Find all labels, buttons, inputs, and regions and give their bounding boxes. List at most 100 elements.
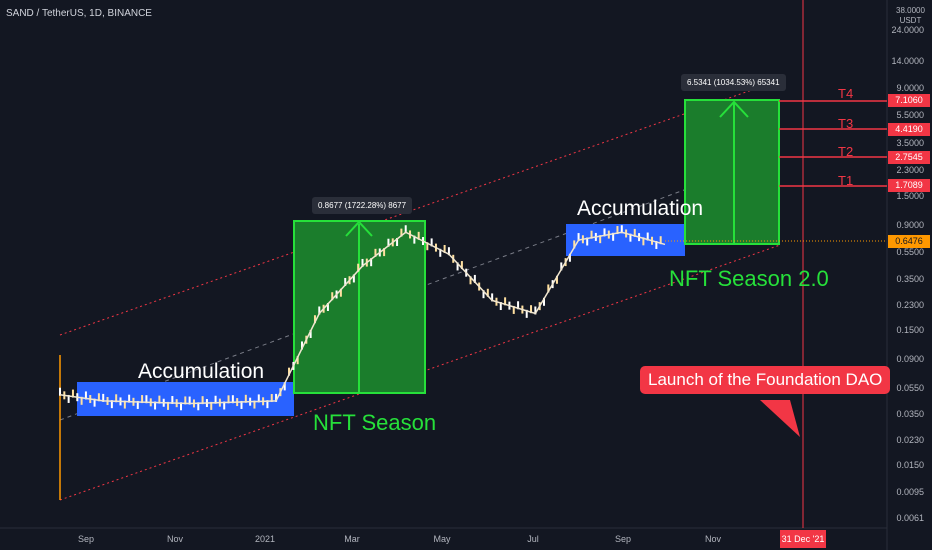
candle — [417, 231, 420, 240]
candle — [430, 238, 433, 247]
candle — [227, 395, 230, 404]
candle — [93, 398, 96, 407]
axis-currency: USDT — [899, 16, 922, 25]
candle — [491, 293, 494, 302]
target-label-t3: T3 — [838, 116, 853, 131]
price-tick-label: 0.9000 — [896, 220, 924, 230]
candle — [555, 275, 558, 284]
candle — [188, 396, 191, 405]
candle — [439, 248, 442, 257]
candle — [456, 262, 459, 271]
candle — [400, 228, 403, 237]
price-tick-label: 0.3500 — [896, 274, 924, 284]
measure-tag-1: 0.8677 (1722.28%) 8677 — [312, 197, 413, 214]
time-tick-label: 2021 — [255, 534, 275, 544]
candle — [396, 237, 399, 246]
candle — [318, 306, 321, 315]
price-tick-label: 2.3000 — [896, 165, 924, 175]
time-tick-label: Nov — [167, 534, 184, 544]
candle — [413, 235, 416, 244]
time-tick-label: Sep — [78, 534, 94, 544]
candle — [357, 263, 360, 272]
price-tick-label: 0.0550 — [896, 383, 924, 393]
candle — [301, 341, 303, 350]
candle — [102, 393, 105, 402]
candle — [620, 225, 623, 234]
candle — [547, 284, 550, 293]
time-axis-ticks: Sep Nov 2021 Mar May Jul Sep Nov — [78, 534, 722, 544]
price-tick-label: 9.0000 — [896, 83, 924, 93]
price-axis-ticks: 24.0000 14.0000 9.0000 5.5000 3.5000 2.3000 1.… — [891, 25, 924, 523]
candle — [115, 394, 118, 403]
candle — [352, 274, 355, 283]
price-tick-label: 0.0350 — [896, 409, 924, 419]
candle — [331, 292, 334, 301]
candle — [253, 400, 256, 409]
price-tick-label: 0.0095 — [896, 487, 924, 497]
candle — [283, 382, 286, 391]
candle — [629, 233, 632, 242]
price-tick-label: 0.0900 — [896, 354, 924, 364]
target-label-t2: T2 — [838, 144, 853, 159]
candle — [326, 302, 329, 311]
candle — [141, 395, 144, 404]
candle — [197, 402, 200, 411]
nft-season-2-arrowhead — [719, 100, 749, 118]
dao-callout: Launch of the Foundation DAO — [640, 366, 891, 394]
nft-season-arrowhead — [345, 220, 373, 237]
price-tick-label: 1.5000 — [896, 191, 924, 201]
accumulation-label-2: Accumulation — [577, 197, 703, 220]
candle — [275, 393, 278, 402]
target-label-t4: T4 — [838, 86, 853, 101]
candle — [504, 297, 507, 306]
candle — [240, 400, 243, 409]
dao-date-flag: 31 Dec '21 — [780, 530, 826, 548]
candle — [257, 394, 260, 403]
candle — [612, 232, 615, 241]
price-tick-label: 0.0150 — [896, 460, 924, 470]
candle — [97, 393, 100, 402]
candle — [642, 237, 645, 246]
candle — [84, 391, 87, 400]
price-line — [59, 231, 666, 405]
candle — [223, 401, 226, 410]
candle — [603, 228, 606, 237]
accumulation-label-1: Accumulation — [138, 360, 264, 383]
price-axis-divider — [0, 0, 888, 550]
candle — [447, 247, 450, 256]
candle — [404, 225, 407, 234]
axis-top-value: 38.0000 — [896, 6, 925, 15]
candle — [469, 276, 472, 285]
candle — [59, 387, 61, 396]
candle — [659, 236, 662, 245]
candle — [512, 305, 515, 314]
candle — [370, 258, 373, 267]
candle — [184, 396, 187, 405]
candle — [128, 394, 131, 403]
candle — [136, 400, 139, 409]
candle — [123, 400, 126, 409]
time-tick-label: May — [433, 534, 451, 544]
dao-callout-pointer — [760, 400, 800, 437]
channel-upper — [59, 79, 781, 336]
price-tick-label: 0.0230 — [896, 435, 924, 445]
candle — [309, 329, 312, 338]
target-price-tag-t1: 1.7089 — [888, 179, 930, 192]
target-label-t1: T1 — [838, 173, 853, 188]
current-price-tag: 0.6476 — [888, 235, 930, 248]
price-tick-label: 14.0000 — [891, 56, 924, 66]
price-axis-unit: 38.0000 USDT — [896, 6, 925, 26]
time-tick-label: Sep — [615, 534, 631, 544]
price-series — [59, 225, 662, 411]
price-tick-label: 0.2300 — [896, 300, 924, 310]
time-tick-label: Mar — [344, 534, 360, 544]
target-price-tag-t4: 7.1060 — [888, 94, 930, 107]
candle — [361, 258, 364, 267]
candle — [201, 396, 204, 405]
candle — [339, 288, 342, 297]
nft-season-label: NFT Season — [313, 410, 436, 435]
target-price-tag-t2: 2.7545 — [888, 151, 930, 164]
target-price-tag-t3: 4.4190 — [888, 123, 930, 136]
candle — [288, 367, 291, 376]
